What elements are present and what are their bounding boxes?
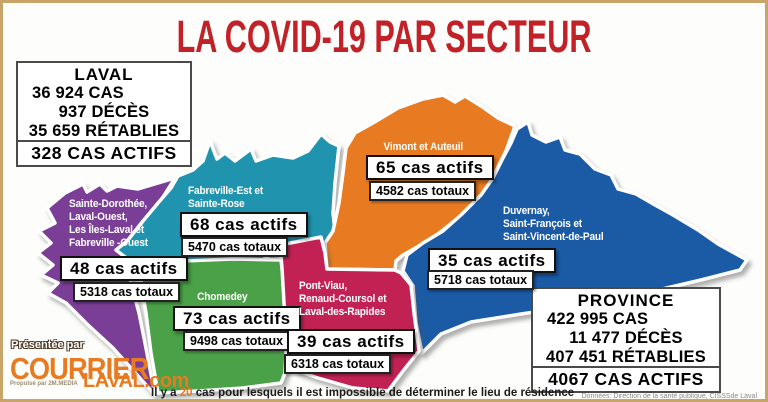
sector-label-sainte-dorothee: Sainte-Dorothée, Laval-Ouest, Les Îles-L… bbox=[69, 198, 148, 249]
chomedey-totaux: 9498 cas totaux bbox=[183, 331, 291, 351]
fabreville-est-actifs: 68 cas actifs bbox=[180, 212, 308, 237]
laval-deces: 937 DÉCÈS bbox=[58, 103, 150, 121]
fabreville-est-totaux: 5470 cas totaux bbox=[181, 237, 289, 257]
province-retablies: 407 451 RÉTABLIES bbox=[546, 348, 706, 366]
laval-stats-box: LAVAL 36 924 CAS 937 DÉCÈS 35 659 RÉTABL… bbox=[16, 61, 192, 145]
sector-label-duvernay: Duvernay, Saint-François et Saint-Vincen… bbox=[503, 205, 604, 243]
province-cas: 422 995 CAS bbox=[547, 310, 649, 328]
sector-label-pont-viau: Pont-Viau, Renaud-Coursol et Laval-des-R… bbox=[299, 280, 387, 318]
courrier-laval-logo-domain: LAVAL.com bbox=[83, 370, 189, 392]
province-actifs-box: 4067 CAS ACTIFS bbox=[531, 366, 721, 393]
logo-propulse-par: Propulsé par 2M.MEDIA bbox=[10, 381, 78, 387]
presented-by-label: Présentée par bbox=[11, 339, 84, 351]
page-title: LA COVID-19 PAR SECTEUR bbox=[3, 11, 765, 63]
pont-viau-actifs: 39 cas actifs bbox=[287, 329, 415, 354]
pont-viau-totaux: 6318 cas totaux bbox=[284, 354, 392, 374]
sainte-dorothee-totaux: 5318 cas totaux bbox=[73, 282, 181, 302]
vimont-totaux: 4582 cas totaux bbox=[369, 181, 477, 201]
province-deces: 11 477 DÉCÈS bbox=[569, 329, 683, 347]
sector-label-fabreville-est: Fabreville-Est et Sainte-Rose bbox=[188, 185, 264, 210]
data-source-text: Données: Direction de la santé publique,… bbox=[581, 393, 758, 400]
courrier-laval-logo: COURRIER bbox=[10, 351, 149, 386]
laval-cas: 36 924 CAS bbox=[32, 84, 124, 102]
laval-actifs-box: 328 CAS ACTIFS bbox=[16, 140, 192, 167]
vimont-actifs: 65 cas actifs bbox=[366, 155, 494, 180]
residence-note: Il y a 20 cas pour lesquels il est impos… bbox=[151, 387, 575, 399]
province-stats-box: PROVINCE 422 995 CAS 11 477 DÉCÈS 407 45… bbox=[531, 287, 721, 371]
residence-note-count: 20 bbox=[179, 387, 193, 399]
sector-label-vimont: Vimont et Auteuil bbox=[383, 141, 463, 153]
laval-title: LAVAL bbox=[74, 65, 134, 84]
sector-label-chomedey: Chomedey bbox=[197, 291, 248, 303]
laval-retablies: 35 659 RÉTABLIES bbox=[28, 122, 180, 140]
province-title: PROVINCE bbox=[577, 291, 675, 310]
duvernay-totaux: 5718 cas totaux bbox=[427, 270, 535, 290]
sainte-dorothee-actifs: 48 cas actifs bbox=[60, 256, 188, 281]
page-title-text: LA COVID-19 PAR SECTEUR bbox=[176, 11, 592, 62]
chomedey-actifs: 73 cas actifs bbox=[173, 306, 301, 331]
